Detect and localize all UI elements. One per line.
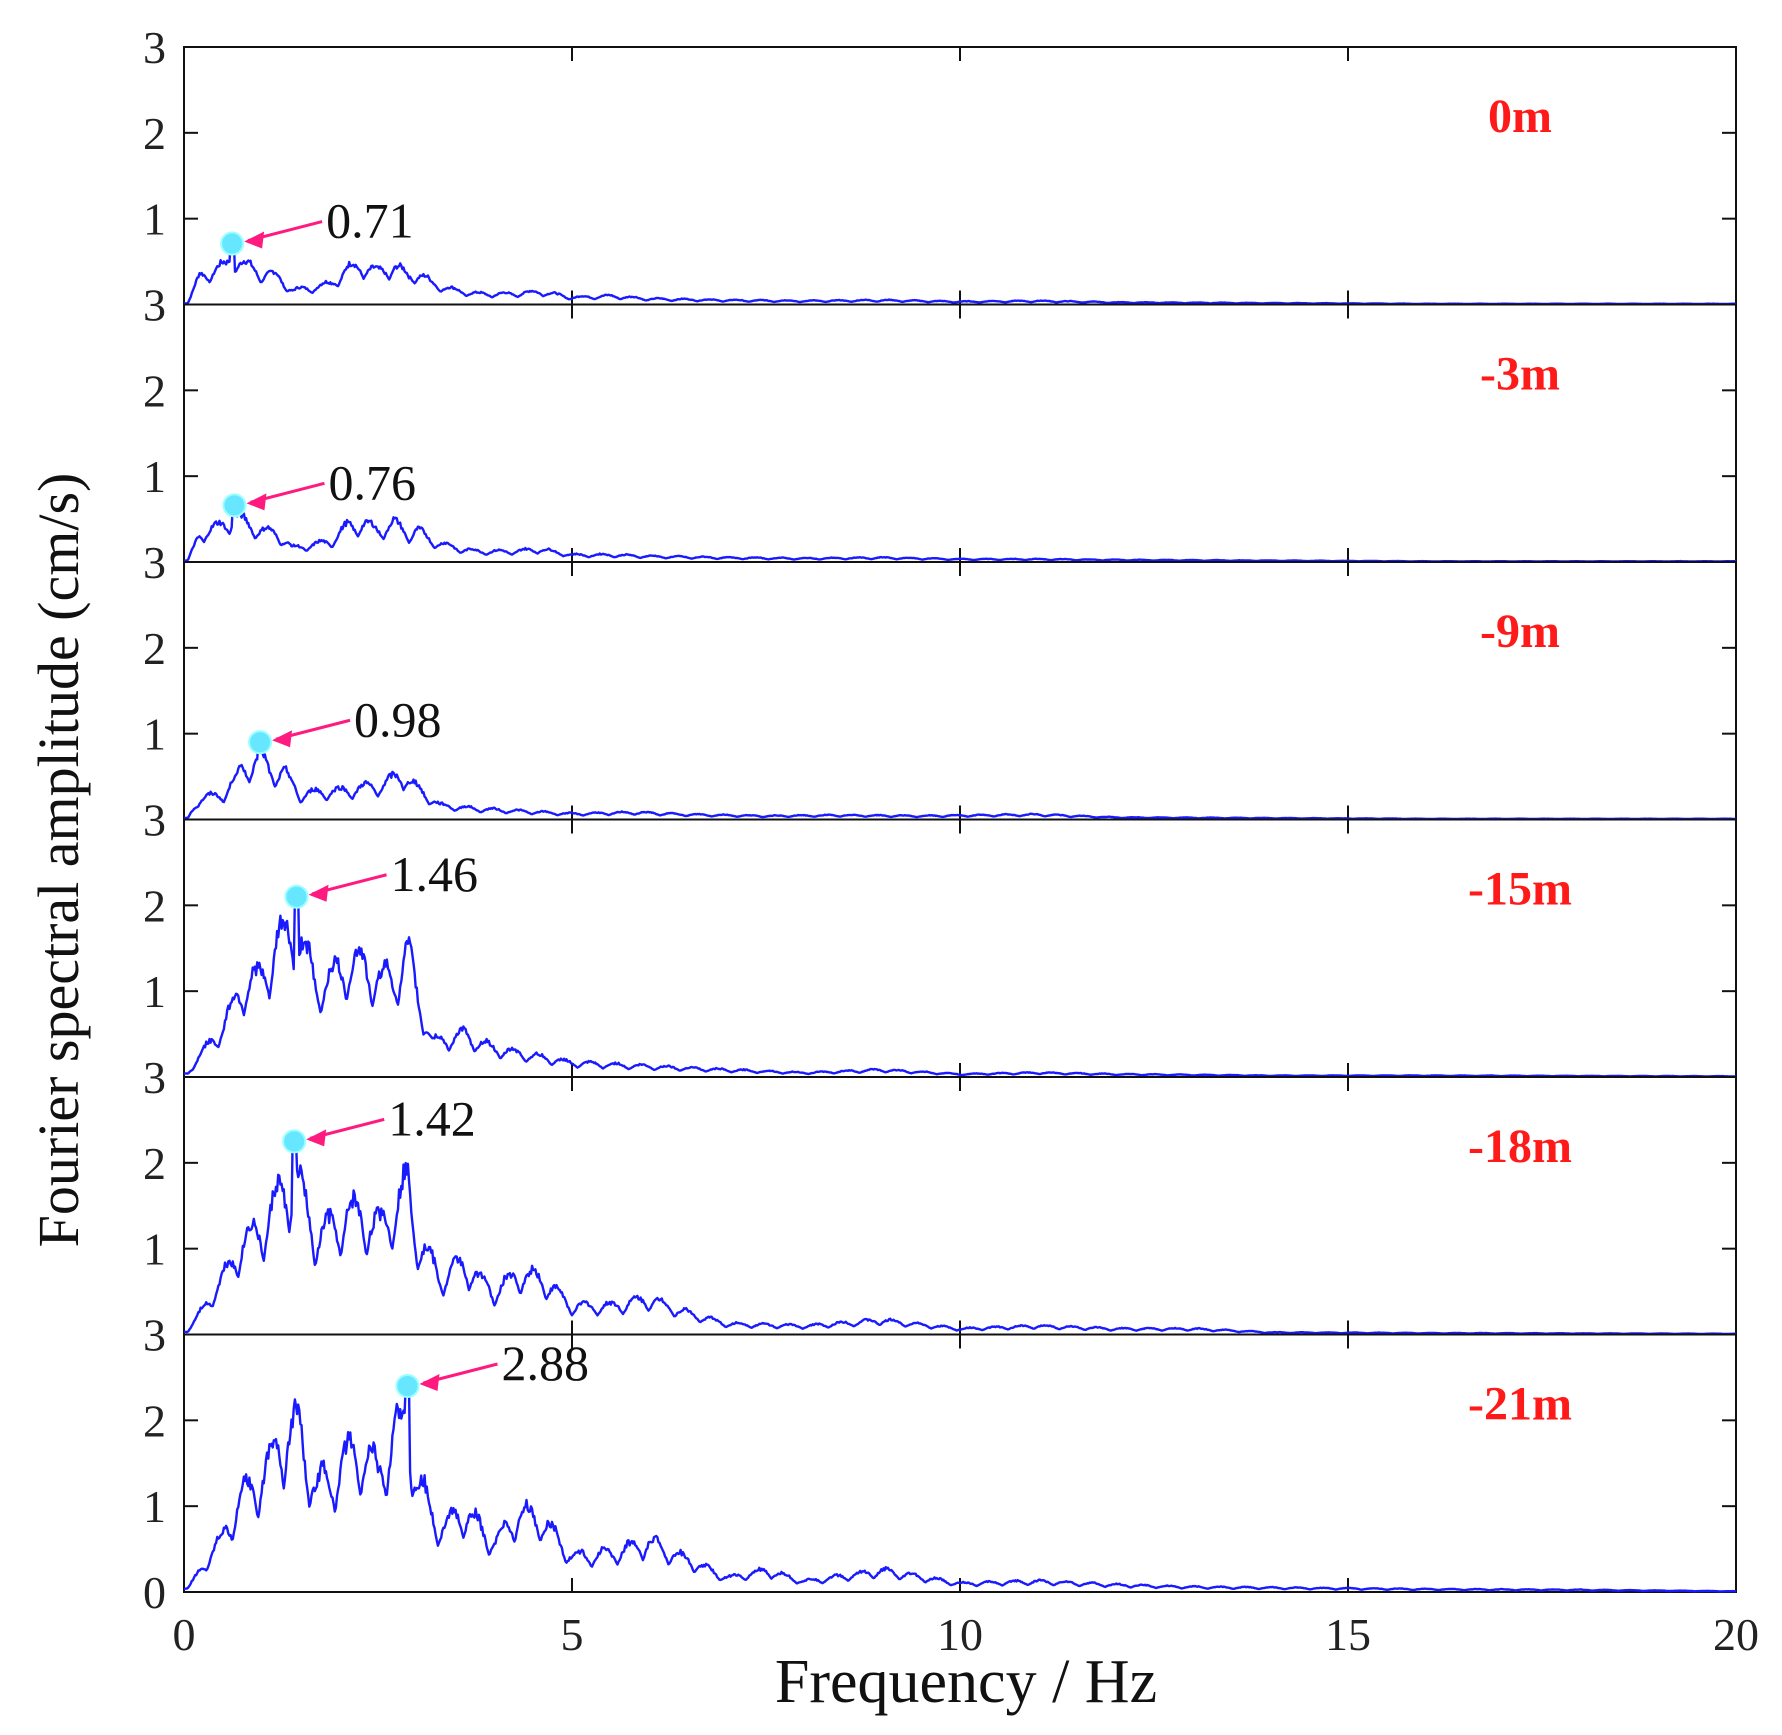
- y-tick-label: 2: [143, 365, 166, 416]
- depth-label: -3m: [1480, 348, 1560, 401]
- y-tick-label: 3: [143, 795, 166, 846]
- spectrum-line: [183, 895, 1737, 1078]
- peak-arrow-head: [244, 231, 265, 249]
- x-tick-label: 0: [173, 1609, 196, 1660]
- x-tick-label: 15: [1325, 1609, 1371, 1660]
- peak-arrow-head: [308, 884, 329, 902]
- peak-marker: [282, 1129, 307, 1154]
- panel-1: 3 1 2 0.76 -3m: [143, 280, 1737, 563]
- y-tick-label: 1: [143, 194, 166, 245]
- y-tick-label: 2: [143, 1138, 166, 1189]
- x-tick-label: 10: [937, 1609, 983, 1660]
- y-tick-label: 3: [143, 1052, 166, 1103]
- y-tick-label: 3: [143, 280, 166, 331]
- spectrum-line: [183, 1140, 1737, 1336]
- depth-label: -9m: [1480, 605, 1560, 658]
- peak-marker: [222, 493, 247, 518]
- y-tick-label: 2: [143, 1395, 166, 1446]
- depth-label: 0m: [1488, 90, 1552, 143]
- panel-4: 3 1 2 1.42 -18m: [143, 1052, 1737, 1336]
- peak-label: 0.98: [354, 691, 442, 747]
- y-tick-label: 2: [143, 108, 166, 159]
- x-tick-label: 20: [1713, 1609, 1759, 1660]
- peak-marker: [284, 884, 309, 909]
- y-tick-label: 1: [143, 1224, 166, 1275]
- peak-arrow-head: [272, 730, 293, 748]
- y-tick-label: 1: [143, 1481, 166, 1532]
- depth-label: -21m: [1468, 1378, 1572, 1431]
- depth-label: -18m: [1468, 1120, 1572, 1173]
- panel-frame: [183, 1333, 1737, 1593]
- panel-5: 3 0 1 2 2.88 -21m: [143, 1310, 1737, 1618]
- y-tick-label: 1: [143, 966, 166, 1017]
- peak-label: 1.42: [388, 1090, 476, 1146]
- peak-arrow-head: [306, 1129, 327, 1147]
- y-tick-label: 3: [143, 22, 166, 73]
- panel-frame: [183, 303, 1737, 563]
- x-axis-ticks: 0 5 10 15 20: [173, 1609, 1760, 1660]
- y-tick-label: 0: [143, 1567, 166, 1618]
- peak-arrow-head: [419, 1374, 440, 1391]
- y-tick-label: 3: [143, 537, 166, 588]
- y-tick-label: 2: [143, 623, 166, 674]
- y-tick-label: 1: [143, 709, 166, 760]
- peak-arrow-head: [246, 493, 267, 511]
- peak-marker: [248, 730, 273, 755]
- y-axis-title: Fourier spectral amplitude (cm/s): [26, 473, 91, 1248]
- x-tick-label: 5: [561, 1609, 584, 1660]
- panel-3: 3 1 2 1.46 -15m: [143, 795, 1737, 1078]
- panel-2: 3 1 2 0.98 -9m: [143, 537, 1737, 821]
- peak-label: 0.71: [326, 193, 414, 249]
- spectrum-line: [183, 1384, 1737, 1593]
- peak-marker: [395, 1374, 420, 1398]
- y-tick-label: 1: [143, 451, 166, 502]
- y-tick-label: 2: [143, 880, 166, 931]
- depth-label: -15m: [1468, 863, 1572, 916]
- peak-label: 2.88: [501, 1335, 589, 1391]
- y-tick-label: 3: [143, 1310, 166, 1361]
- panel-frame: [183, 46, 1737, 306]
- x-axis-title: Frequency / Hz: [775, 1648, 1157, 1716]
- peak-label: 0.76: [328, 454, 416, 510]
- peak-label: 1.46: [391, 846, 479, 902]
- panel-0: 3 1 2 0.71 0m: [143, 22, 1737, 306]
- peak-marker: [220, 231, 245, 256]
- panel-stack: 3 1 2 0.71 0m 3 1 2 0.76 -3m 3 1 2 0.98 -9m 3 1 2 1.46 -15m…: [143, 22, 1737, 1618]
